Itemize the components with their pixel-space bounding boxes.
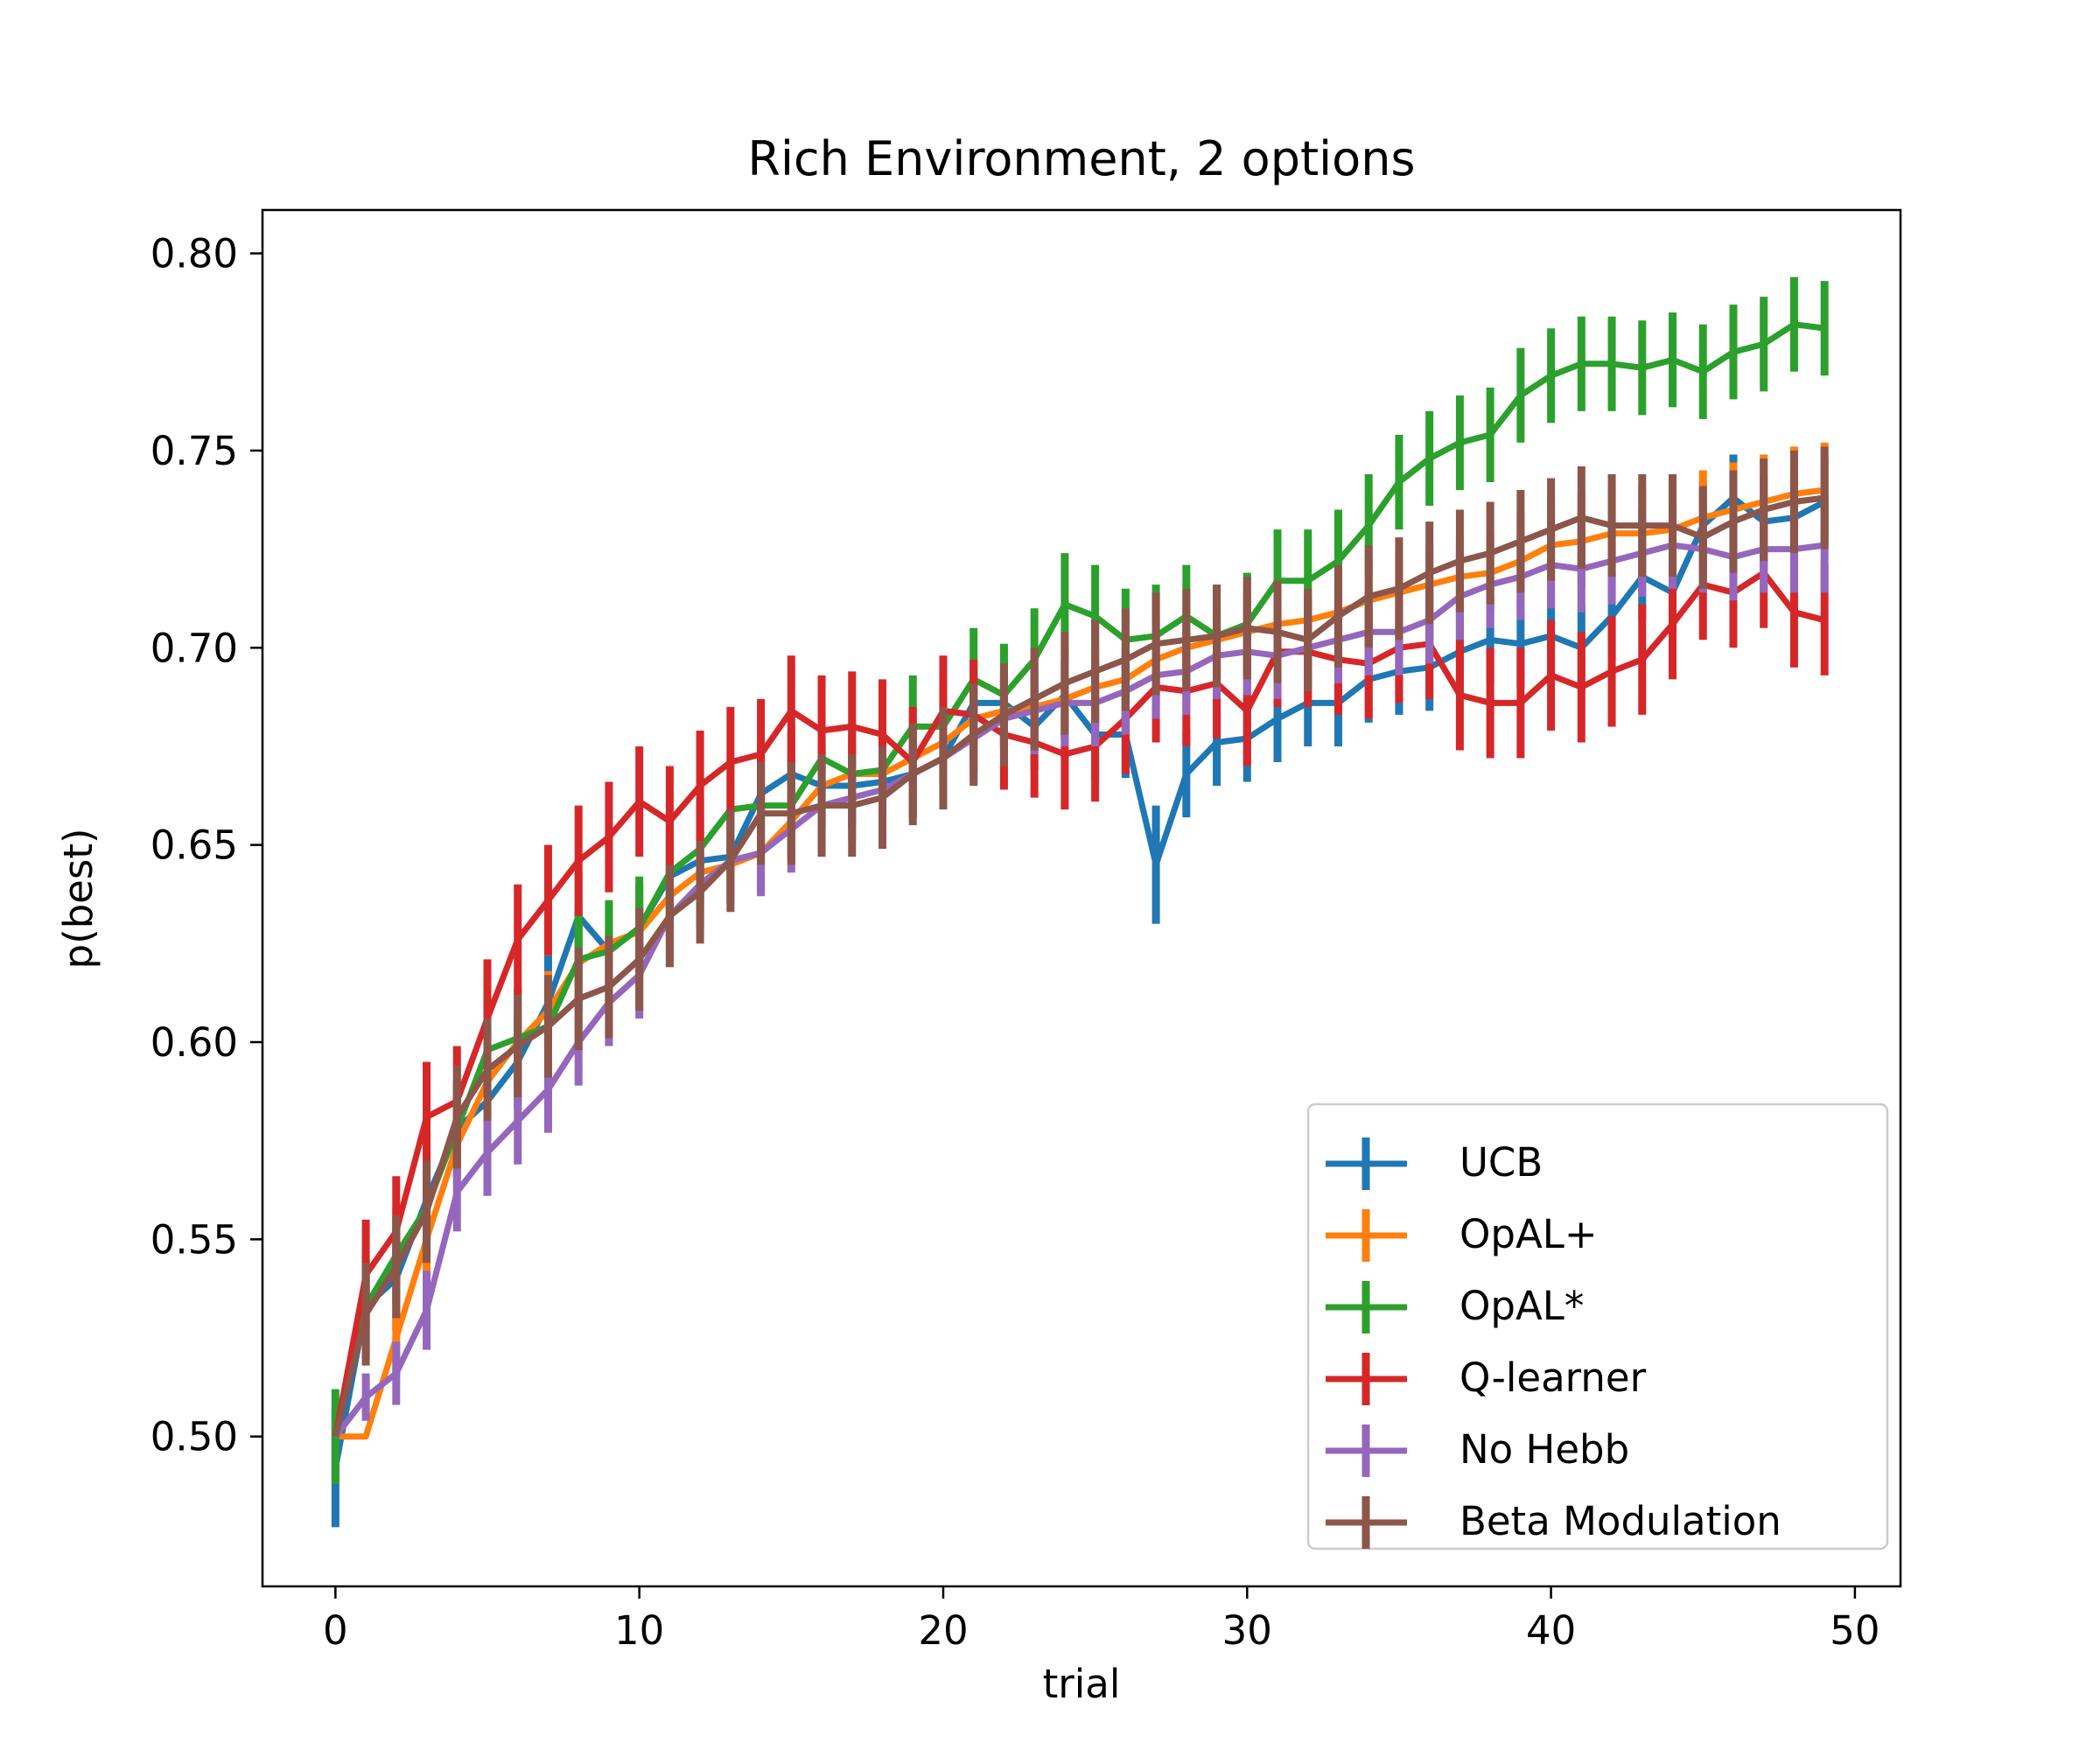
x-axis: 0 10 20 30 40 50 [323, 1586, 1880, 1654]
series-line [332, 494, 1826, 1469]
x-tick-label: 0 [323, 1607, 348, 1654]
x-tick-label: 20 [918, 1607, 968, 1654]
series-layer [331, 276, 1829, 1528]
y-tick-label: 0.65 [150, 822, 238, 869]
legend-item: OpAL+ [1326, 1209, 1598, 1262]
legend-item: Beta Modulation [1326, 1496, 1782, 1549]
x-tick-label: 10 [614, 1607, 664, 1654]
y-tick-label: 0.55 [150, 1216, 238, 1263]
legend: UCB OpAL+ OpAL* Q-learner No Hebb Beta Modula… [1306, 1102, 1889, 1550]
series-line [332, 570, 1826, 1438]
series-line [332, 494, 1825, 1438]
y-axis-title: p(best) [55, 828, 102, 969]
y-tick-label: 0.75 [150, 428, 238, 474]
y-tick-label: 0.50 [150, 1414, 238, 1460]
legend-item: OpAL* [1326, 1281, 1584, 1334]
legend-label: Beta Modulation [1460, 1498, 1782, 1544]
series-line [332, 542, 1825, 1438]
x-tick-label: 40 [1526, 1607, 1576, 1654]
y-tick-label: 0.70 [150, 625, 238, 671]
legend-label: OpAL* [1460, 1283, 1584, 1329]
legend-item: No Hebb [1326, 1424, 1629, 1477]
series-line [332, 321, 1825, 1438]
plot-area-frame [261, 208, 1902, 1588]
chart-title: Rich Environment, 2 options [747, 131, 1415, 186]
y-tick-label: 0.60 [150, 1019, 238, 1066]
legend-label: OpAL+ [1460, 1211, 1598, 1257]
y-axis: 0.50 0.55 0.60 0.65 0.70 0.75 0.80 [150, 231, 262, 1460]
x-axis-title: trial [1043, 1661, 1121, 1707]
legend-label: UCB [1460, 1139, 1543, 1186]
y-tick-label: 0.80 [150, 231, 238, 277]
legend-item: Q-learner [1326, 1353, 1647, 1405]
series-beta-modulation [332, 446, 1829, 1438]
legend-item: UCB [1326, 1138, 1543, 1190]
x-tick-label: 50 [1830, 1607, 1880, 1654]
x-tick-label: 30 [1222, 1607, 1272, 1654]
legend-box [1306, 1102, 1889, 1550]
legend-label: Q-learner [1460, 1354, 1647, 1401]
legend-label: No Hebb [1460, 1426, 1629, 1473]
